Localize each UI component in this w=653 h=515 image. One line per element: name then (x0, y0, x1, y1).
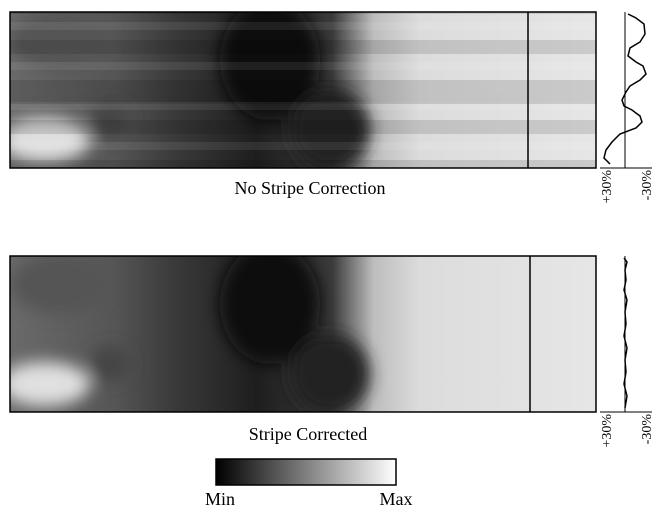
colorbar-min: Min (205, 489, 235, 509)
caption: No Stripe Correction (235, 178, 386, 198)
colorbar (216, 459, 396, 485)
caption: Stripe Corrected (249, 424, 367, 444)
profile-label: +30% (600, 170, 615, 204)
image-uncorrected (0, 0, 596, 170)
image-corrected (0, 244, 596, 414)
profile-label: -30% (640, 414, 653, 445)
page: No Stripe Correction Stripe Corrected +3… (0, 0, 653, 510)
figure: No Stripe Correction Stripe Corrected +3… (0, 0, 653, 510)
profile-label: -30% (640, 170, 653, 201)
profile-label: +30% (600, 414, 615, 448)
colorbar-max: Max (380, 489, 413, 509)
